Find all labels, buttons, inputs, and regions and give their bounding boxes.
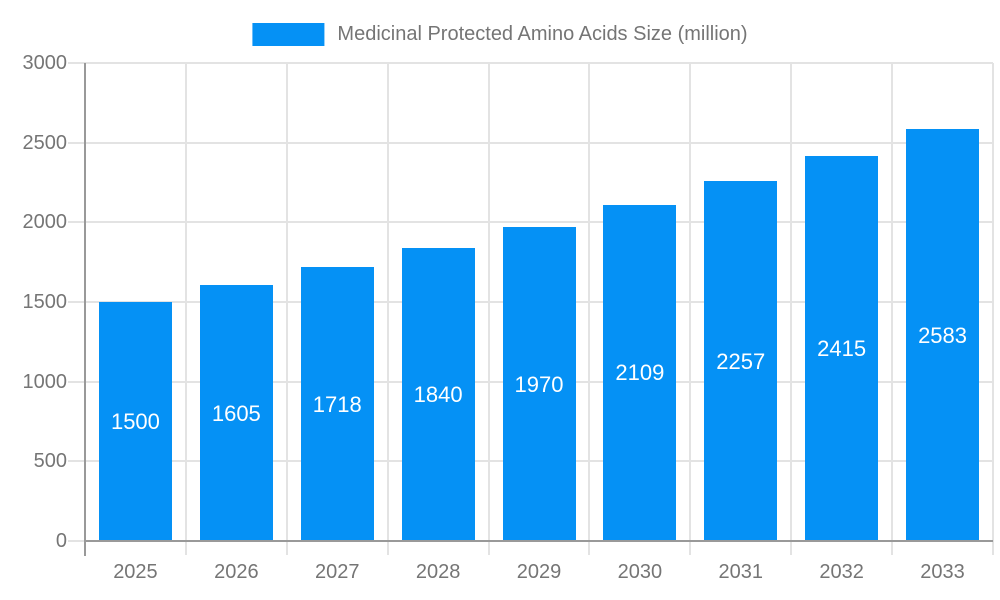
bar[interactable]: 2415 [805, 156, 879, 542]
bar[interactable]: 2583 [906, 129, 980, 542]
gridline-v [992, 63, 994, 555]
x-axis-label: 2032 [819, 561, 864, 583]
x-axis-label: 2030 [617, 561, 663, 583]
bar[interactable]: 1840 [401, 247, 475, 542]
y-axis-label: 1500 [22, 291, 68, 313]
bar-value-label: 1718 [312, 391, 362, 417]
gridline-v [285, 63, 288, 555]
x-axis-label: 2027 [314, 561, 360, 583]
bar-value-label: 2109 [615, 360, 665, 386]
x-axis-label: 2029 [516, 561, 562, 583]
y-axis-label: 3000 [22, 52, 68, 74]
x-axis-label: 2033 [920, 561, 965, 583]
gridline-v [487, 63, 490, 555]
gridline-h [68, 62, 993, 64]
gridline-v [386, 63, 389, 555]
bar[interactable]: 1718 [300, 267, 374, 542]
gridline-v [891, 63, 894, 555]
bar-value-label: 1970 [514, 371, 564, 397]
bar-value-label: 1605 [211, 400, 261, 426]
x-axis-label: 2028 [415, 561, 461, 583]
bar[interactable]: 1605 [199, 285, 273, 542]
bar[interactable]: 1500 [98, 302, 172, 542]
gridline-v [588, 63, 591, 555]
x-axis-label: 2026 [214, 561, 259, 583]
y-axis-line [84, 63, 86, 556]
gridline-v [184, 63, 187, 555]
x-axis-label: 2025 [113, 561, 158, 583]
bar-value-label: 1500 [110, 409, 160, 434]
y-axis-label: 0 [55, 530, 67, 552]
gridline-v [689, 63, 692, 555]
gridline-h [68, 141, 993, 144]
legend-swatch [252, 23, 325, 46]
bar[interactable]: 2257 [704, 181, 778, 542]
bar-value-label: 2257 [716, 348, 766, 374]
legend[interactable]: Medicinal Protected Amino Acids Size (mi… [252, 23, 748, 46]
y-axis-label: 1000 [22, 370, 68, 393]
bar-value-label: 2583 [918, 322, 968, 348]
bar[interactable]: 1970 [502, 227, 576, 542]
bar-value-label: 1840 [413, 381, 463, 407]
gridline-h [68, 221, 993, 224]
bar[interactable]: 2109 [603, 204, 677, 542]
y-axis-label: 2000 [22, 211, 68, 234]
y-axis-label: 2500 [22, 131, 68, 154]
gridline-v [790, 63, 793, 555]
y-axis-label: 500 [33, 450, 67, 473]
bar-value-label: 2415 [817, 336, 867, 362]
legend-label: Medicinal Protected Amino Acids Size (mi… [337, 23, 748, 45]
x-axis-label: 2031 [718, 561, 764, 583]
x-axis-line [85, 540, 993, 542]
